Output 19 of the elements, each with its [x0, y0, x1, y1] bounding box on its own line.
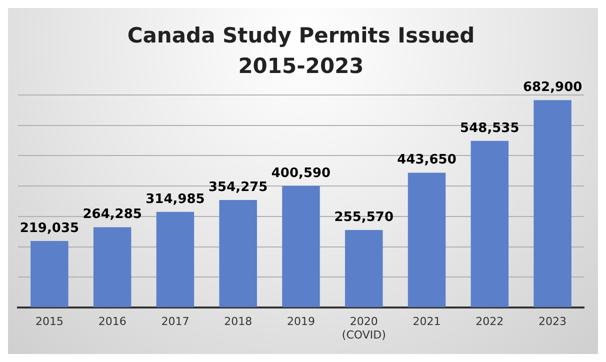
x-tick-label: 2020 (COVID) [342, 315, 386, 342]
data-label: 219,035 [20, 220, 80, 236]
data-label: 354,275 [208, 180, 268, 195]
x-tick-label: 2015 [35, 315, 64, 328]
x-tick-label: 2022 [476, 315, 504, 328]
x-tick-label: 2021 [412, 315, 441, 328]
data-label: 682,900 [522, 80, 582, 95]
x-tick-label: 2018 [224, 315, 252, 328]
x-tick-label: 2019 [287, 315, 315, 328]
data-label: 264,285 [82, 207, 142, 222]
data-label: 443,650 [397, 152, 456, 168]
x-tick-label: 2023 [538, 315, 567, 328]
x-tick-label: 2017 [161, 315, 190, 328]
data-label: 400,590 [271, 166, 331, 181]
data-label: 548,535 [460, 120, 520, 136]
chart-title: Canada Study Permits Issued 2015-2023 [127, 24, 475, 78]
data-label: 255,570 [334, 210, 394, 225]
x-tick-label: 2016 [98, 315, 126, 328]
data-label: 314,985 [146, 192, 205, 207]
